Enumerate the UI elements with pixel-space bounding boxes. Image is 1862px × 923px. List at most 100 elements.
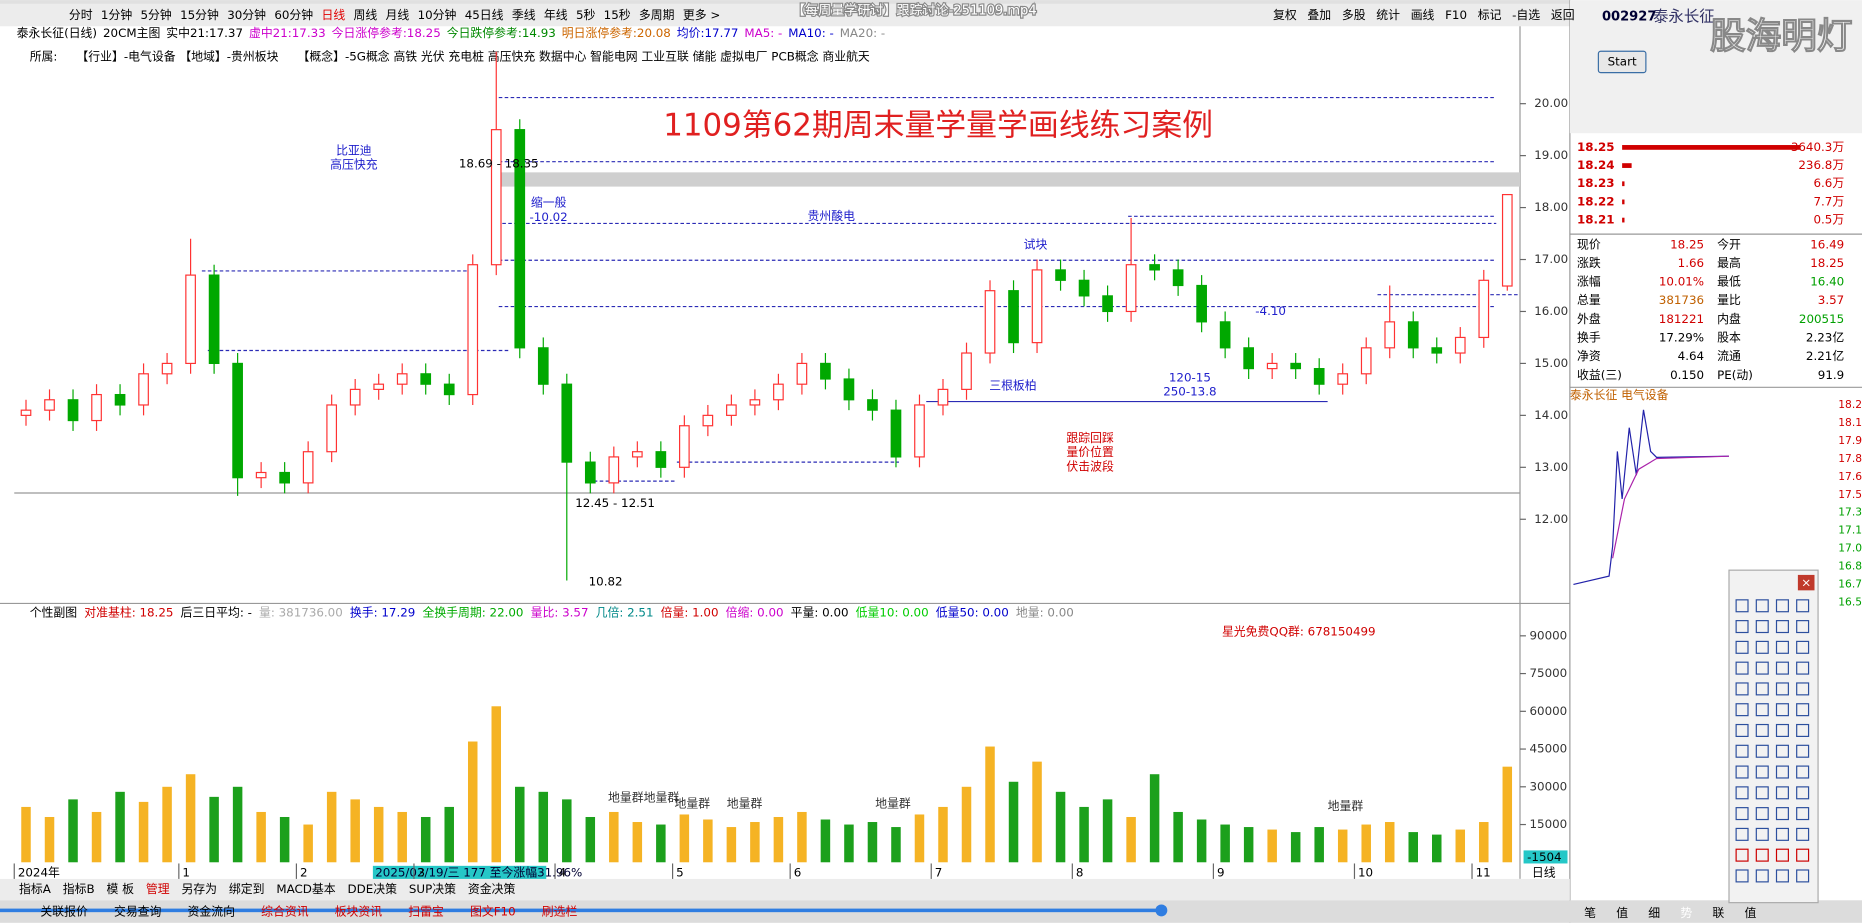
palette-icon[interactable] — [1796, 869, 1810, 883]
palette-icon[interactable] — [1755, 620, 1769, 634]
palette-icon[interactable] — [1735, 682, 1749, 696]
status-item[interactable]: 板块资讯 — [335, 905, 383, 919]
palette-icon[interactable] — [1775, 640, 1789, 654]
palette-icon[interactable] — [1796, 682, 1810, 696]
tool-button[interactable]: 叠加 — [1307, 8, 1331, 22]
side-tab[interactable]: 势 — [1680, 906, 1692, 920]
period-button[interactable]: 周线 — [354, 8, 378, 22]
palette-icon[interactable] — [1755, 848, 1769, 862]
period-button[interactable]: 多周期 — [639, 8, 675, 22]
palette-icon[interactable] — [1755, 703, 1769, 717]
palette-icon[interactable] — [1735, 869, 1749, 883]
tool-button[interactable]: 画线 — [1411, 8, 1435, 22]
period-button[interactable]: 季线 — [512, 8, 536, 22]
palette-icon[interactable] — [1775, 661, 1789, 675]
bottom-tab[interactable]: 另存为 — [181, 882, 217, 896]
period-button[interactable]: 15分钟 — [180, 8, 219, 22]
period-button[interactable]: 年线 — [544, 8, 568, 22]
side-tab[interactable]: 笔 — [1584, 906, 1596, 920]
palette-icon[interactable] — [1796, 661, 1810, 675]
bottom-tab[interactable]: SUP决策 — [409, 882, 456, 896]
palette-icon[interactable] — [1735, 848, 1749, 862]
palette-icon[interactable] — [1796, 848, 1810, 862]
palette-icon[interactable] — [1755, 682, 1769, 696]
progress-knob[interactable] — [1155, 904, 1168, 917]
palette-icon[interactable] — [1755, 869, 1769, 883]
palette-icon[interactable] — [1796, 807, 1810, 821]
period-button[interactable]: 分时 — [69, 8, 93, 22]
palette-icon[interactable] — [1755, 723, 1769, 737]
status-item[interactable]: 扫雷宝 — [408, 905, 444, 919]
status-item[interactable]: 交易查询 — [114, 905, 162, 919]
status-item[interactable]: 图文F10 — [470, 905, 516, 919]
tool-button[interactable]: 复权 — [1273, 8, 1297, 22]
status-item[interactable]: 资金流向 — [188, 905, 235, 919]
period-button[interactable]: 日线 — [321, 8, 345, 22]
tool-button[interactable]: 多股 — [1342, 8, 1366, 22]
status-item[interactable]: 综合资讯 — [261, 905, 309, 919]
tool-button[interactable]: -自选 — [1512, 8, 1540, 22]
period-button[interactable]: 更多 > — [683, 8, 720, 22]
palette-icon[interactable] — [1775, 744, 1789, 758]
palette-icon[interactable] — [1735, 703, 1749, 717]
bottom-tab[interactable]: 资金决策 — [468, 882, 516, 896]
bottom-tab[interactable]: 管理 — [146, 882, 170, 896]
period-button[interactable]: 45日线 — [465, 8, 504, 22]
palette-icon[interactable] — [1796, 786, 1810, 800]
palette-icon[interactable] — [1755, 661, 1769, 675]
side-tab[interactable]: 值 — [1744, 906, 1756, 920]
palette-icon[interactable] — [1735, 786, 1749, 800]
period-button[interactable]: 30分钟 — [227, 8, 266, 22]
palette-icon[interactable] — [1775, 765, 1789, 779]
tool-button[interactable]: 统计 — [1376, 8, 1400, 22]
palette-icon[interactable] — [1735, 744, 1749, 758]
bottom-tab[interactable]: 绑定到 — [229, 882, 265, 896]
period-button[interactable]: 1分钟 — [101, 8, 132, 22]
start-button[interactable] — [1597, 50, 1647, 74]
palette-icon[interactable] — [1755, 765, 1769, 779]
palette-icon[interactable] — [1775, 682, 1789, 696]
palette-icon[interactable] — [1735, 640, 1749, 654]
period-button[interactable]: 10分钟 — [418, 8, 457, 22]
palette-icon[interactable] — [1735, 661, 1749, 675]
palette-icon[interactable] — [1796, 640, 1810, 654]
palette-icon[interactable] — [1796, 744, 1810, 758]
palette-icon[interactable] — [1775, 786, 1789, 800]
tool-button[interactable]: F10 — [1445, 8, 1467, 22]
palette-icon[interactable] — [1775, 848, 1789, 862]
palette-icon[interactable] — [1735, 827, 1749, 841]
period-button[interactable]: 月线 — [386, 8, 410, 22]
palette-icon[interactable] — [1755, 599, 1769, 613]
palette-icon[interactable] — [1755, 786, 1769, 800]
palette-icon[interactable] — [1735, 599, 1749, 613]
palette-icon[interactable] — [1796, 620, 1810, 634]
palette-icon[interactable] — [1735, 807, 1749, 821]
palette-icon[interactable] — [1775, 620, 1789, 634]
bottom-tab[interactable]: 模 板 — [106, 882, 134, 896]
palette-icon[interactable] — [1755, 640, 1769, 654]
period-button[interactable]: 5分钟 — [141, 8, 172, 22]
status-item[interactable]: 关联报价 — [40, 905, 88, 919]
tool-button[interactable]: 标记 — [1478, 8, 1502, 22]
tool-button[interactable]: 返回 — [1551, 8, 1575, 22]
palette-icon[interactable] — [1775, 869, 1789, 883]
palette-close[interactable] — [1797, 574, 1815, 591]
bottom-tab[interactable]: DDE决策 — [348, 882, 398, 896]
side-tab[interactable]: 值 — [1616, 906, 1628, 920]
palette-icon[interactable] — [1796, 723, 1810, 737]
period-button[interactable]: 5秒 — [576, 8, 596, 22]
period-button[interactable]: 15秒 — [604, 8, 631, 22]
bottom-tab[interactable]: 指标A — [19, 882, 52, 896]
palette-icon[interactable] — [1796, 765, 1810, 779]
palette-icon[interactable] — [1755, 744, 1769, 758]
palette-icon[interactable] — [1775, 723, 1789, 737]
bottom-tab[interactable]: MACD基本 — [276, 882, 335, 896]
palette-icon[interactable] — [1796, 599, 1810, 613]
side-tab[interactable]: 细 — [1648, 906, 1660, 920]
status-item[interactable]: 刷选栏 — [542, 905, 578, 919]
period-button[interactable]: 60分钟 — [274, 8, 313, 22]
palette-icon[interactable] — [1796, 827, 1810, 841]
side-tab[interactable]: 联 — [1712, 906, 1724, 920]
palette-icon[interactable] — [1735, 723, 1749, 737]
palette-icon[interactable] — [1755, 827, 1769, 841]
